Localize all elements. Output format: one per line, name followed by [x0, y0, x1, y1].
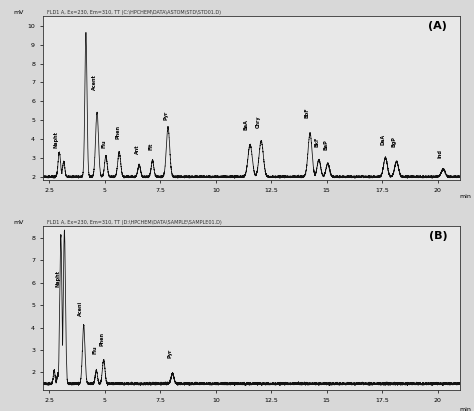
Text: (A): (A)	[428, 21, 447, 31]
Text: Flu: Flu	[92, 346, 97, 355]
Text: BgP: BgP	[392, 136, 397, 147]
Text: Aceni: Aceni	[78, 301, 83, 316]
Text: (B): (B)	[428, 231, 447, 241]
Text: Ind: Ind	[438, 149, 442, 158]
Text: min: min	[460, 407, 472, 411]
Text: Ant: Ant	[135, 144, 140, 154]
Text: Pyr: Pyr	[164, 111, 169, 120]
Text: Flu: Flu	[102, 140, 107, 148]
Text: min: min	[460, 194, 472, 199]
Text: Flt: Flt	[148, 143, 153, 150]
Text: Acent: Acent	[92, 74, 97, 90]
Text: mV: mV	[14, 220, 24, 225]
Text: mV: mV	[14, 10, 24, 15]
Text: Chry: Chry	[256, 115, 261, 128]
Text: DaA: DaA	[380, 134, 385, 145]
Text: Phen: Phen	[100, 332, 104, 346]
Text: FLD1 A, Ex=230, Em=310, TT (C:\HPCHEM\DATA\ASTOM\STD\STD01.D): FLD1 A, Ex=230, Em=310, TT (C:\HPCHEM\DA…	[47, 10, 221, 15]
Text: BaA: BaA	[244, 119, 249, 129]
Text: BkF: BkF	[314, 136, 319, 147]
Text: BbF: BbF	[305, 108, 310, 118]
Text: Napht: Napht	[54, 132, 59, 148]
Text: FLD1 A, Ex=230, Em=310, TT (D:\HPCHEM\DATA\SAMPLE\SAMPLE01.D): FLD1 A, Ex=230, Em=310, TT (D:\HPCHEM\DA…	[47, 220, 221, 225]
Text: Pyr: Pyr	[168, 349, 173, 358]
Text: Phen: Phen	[115, 125, 120, 139]
Text: BaP: BaP	[324, 140, 328, 150]
Text: Napht: Napht	[55, 270, 60, 287]
